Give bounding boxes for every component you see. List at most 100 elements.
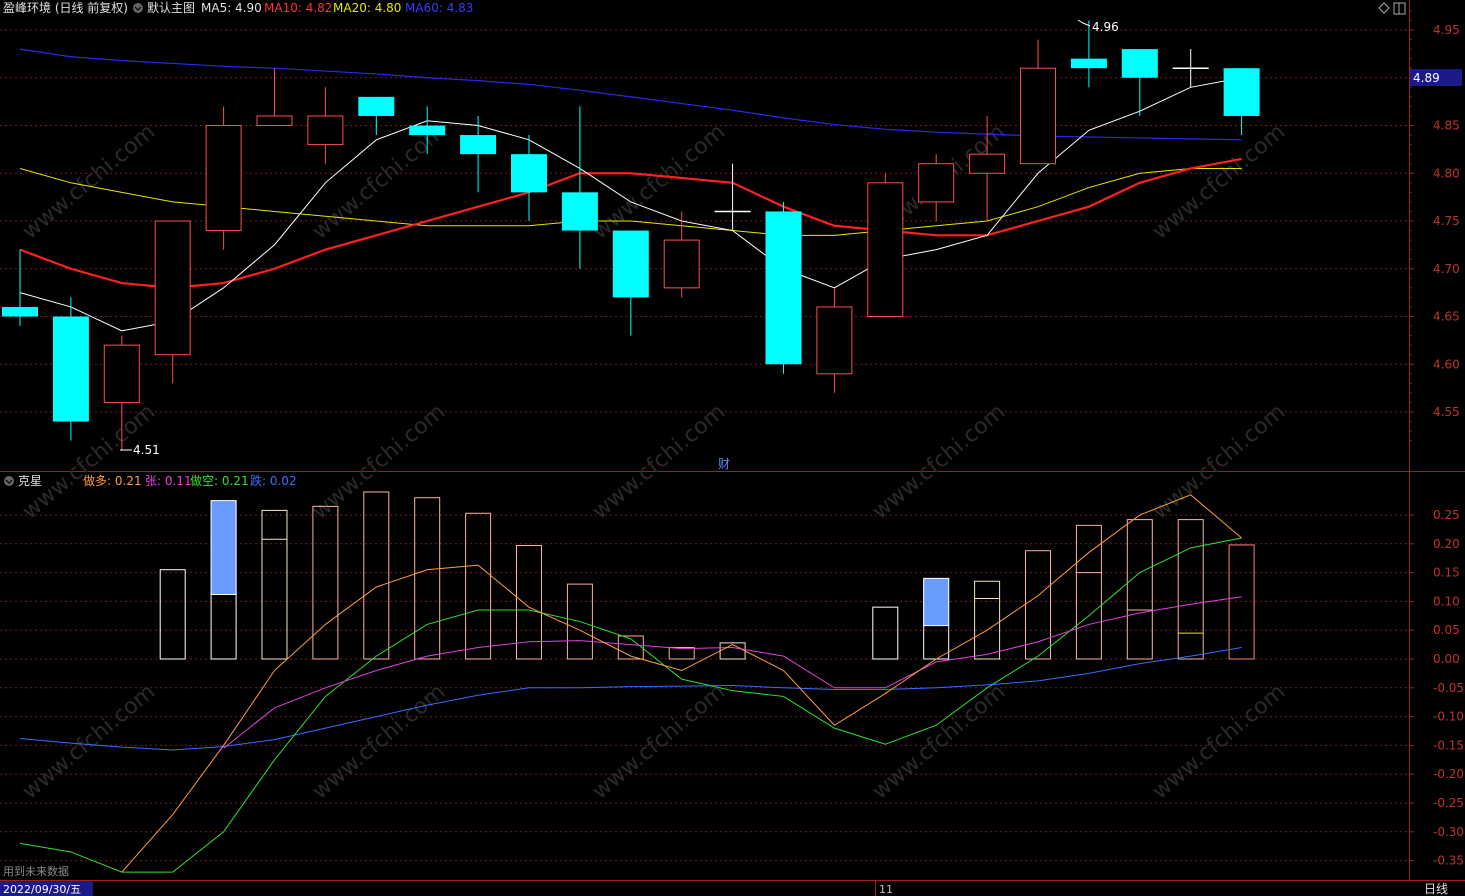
candle [816, 287, 853, 393]
candle-body-up [103, 344, 140, 403]
kexing-bar [210, 500, 237, 660]
period-label[interactable]: 日线 [1424, 882, 1448, 896]
die-line [19, 646, 1242, 751]
y-tick-label: -0.05 [1433, 681, 1464, 695]
candle [2, 249, 38, 327]
candle [867, 173, 904, 317]
watermark-text: www.cfchi.com [868, 399, 1010, 524]
kexing-bar [516, 545, 542, 660]
candle-body-up [307, 115, 344, 146]
kexing-bar [1126, 519, 1153, 660]
high-annotation: 4.96 [1077, 19, 1119, 34]
ma60-label: MA60: 4.83 [405, 1, 473, 15]
main-label[interactable]: 默认主图 [147, 0, 195, 15]
y-tick-label: -0.20 [1433, 767, 1464, 781]
low-label: 4.51 [133, 443, 160, 457]
duo-label: 做多: 0.21 [83, 473, 142, 488]
ma60-line [19, 48, 1242, 141]
y-tick-label: 0.10 [1433, 594, 1460, 608]
candle-body-down [2, 306, 38, 317]
candle [256, 68, 293, 126]
kexing-bar [566, 583, 593, 660]
kexing-bar [974, 580, 1001, 660]
kexing-lines [19, 494, 1242, 873]
candle-body-down [1121, 49, 1158, 78]
future-data-note: 用到未来数据 [3, 864, 69, 878]
chevron-down-icon[interactable] [4, 476, 14, 486]
current-price-marker: 4.89 [1410, 69, 1462, 86]
kexing-bar [465, 512, 492, 660]
candle [52, 297, 89, 441]
kexing-bar [872, 606, 899, 660]
candle [154, 220, 191, 384]
candle-body-up [816, 306, 853, 375]
watermark-text: www.cfchi.com [308, 399, 450, 524]
candle-body-down [409, 125, 446, 136]
watermark-text: www.cfchi.com [18, 679, 160, 804]
candlestick-series[interactable] [2, 20, 1260, 451]
candle [409, 106, 446, 155]
month-marker: 11 [879, 883, 893, 896]
y-tick-label: 4.85 [1433, 119, 1460, 133]
sub-title: 克星 [18, 474, 42, 488]
date-label: 2022/09/30/五 [3, 883, 81, 896]
kexing-bar [1025, 550, 1051, 660]
candle-body-up [256, 115, 293, 126]
candle-body-down [561, 192, 598, 231]
candle [918, 154, 955, 221]
candle [561, 106, 598, 269]
zhang-label: 张: 0.11 [145, 474, 192, 488]
y-tick-label: 4.75 [1433, 214, 1460, 228]
watermark-text: www.cfchi.com [868, 679, 1010, 804]
candle-body-down [612, 230, 649, 298]
cai-marker[interactable]: 财 [718, 457, 730, 471]
chevron-down-icon[interactable] [133, 3, 143, 13]
zhang-line [223, 596, 1242, 749]
y-tick-label: 4.80 [1433, 166, 1460, 180]
candle [460, 115, 497, 193]
current-price-label: 4.89 [1413, 71, 1440, 85]
candle [103, 335, 140, 451]
kexing-bars [159, 491, 1255, 660]
watermark-text: www.cfchi.com [18, 399, 160, 524]
panel-toggle-icon[interactable] [1393, 2, 1406, 15]
candle-body-up [918, 163, 955, 203]
kexing-bar [668, 646, 695, 660]
main-y-axis: 4.554.604.654.704.754.804.854.904.95 [1409, 10, 1460, 442]
stock-title: 盈峰环境 (日线 前复权) [3, 0, 128, 15]
diamond-icon[interactable] [1378, 2, 1390, 14]
high-label: 4.96 [1092, 20, 1119, 34]
kexing-bar [719, 642, 746, 660]
candle [1223, 68, 1260, 136]
die-label: 跌: 0.02 [250, 473, 297, 488]
y-tick-label: 4.55 [1433, 405, 1460, 419]
candle-body-up [154, 220, 191, 356]
candle [1172, 49, 1209, 88]
y-tick-label: 0.00 [1433, 652, 1460, 666]
candle [1121, 49, 1158, 116]
candle-body-down [1223, 68, 1260, 116]
watermark-text: www.cfchi.com [308, 679, 450, 804]
candle [1020, 39, 1056, 165]
main-header: 盈峰环境 (日线 前复权) 默认主图 MA5: 4.90 MA10: 4.82 … [3, 0, 1406, 15]
y-tick-label: -0.35 [1433, 854, 1464, 868]
candle [307, 87, 344, 164]
y-tick-label: 0.20 [1433, 537, 1460, 551]
y-tick-label: 0.25 [1433, 508, 1460, 522]
candle [969, 115, 1006, 221]
low-annotation: 4.51 [120, 443, 160, 457]
y-tick-label: 4.95 [1433, 23, 1460, 37]
candle [511, 135, 547, 221]
kexing-bar-fill [923, 578, 950, 626]
footer: 用到未来数据 2022/09/30/五 11 日线 [0, 864, 1448, 896]
kexing-bar [1075, 524, 1102, 660]
watermark-text: www.cfchi.com [1148, 679, 1290, 804]
candle [663, 211, 700, 298]
ma5-line [19, 77, 1242, 332]
kexing-bar [261, 509, 288, 660]
y-tick-label: -0.10 [1433, 710, 1464, 724]
sub-header: 克星 做多: 0.21 张: 0.11 做空: 0.21 跌: 0.02 [4, 473, 297, 488]
kexing-bar [1177, 519, 1204, 660]
